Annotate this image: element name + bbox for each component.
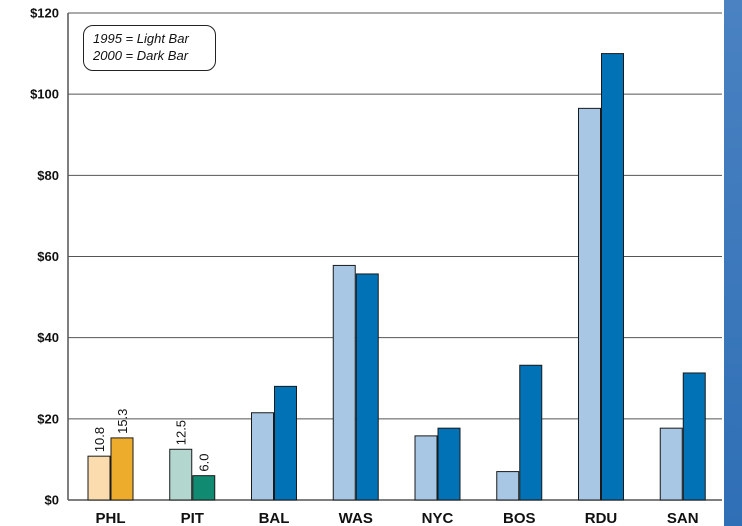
y-tick-label: $100 — [30, 87, 59, 102]
y-tick-label: $60 — [37, 249, 59, 264]
bar-nyc-series-0 — [414, 435, 438, 501]
x-tick-label-rdu: RDU — [585, 510, 618, 526]
y-tick-label: $20 — [37, 411, 59, 426]
bar-san-series-1 — [682, 372, 706, 501]
bar-nyc-series-1 — [437, 427, 461, 501]
bar-was-series-0 — [332, 264, 356, 501]
x-tick-label-phl: PHL — [96, 510, 126, 526]
y-tick-label: $0 — [45, 493, 59, 508]
bar-san-series-0 — [659, 427, 683, 501]
bar-was-series-1 — [355, 273, 379, 501]
x-tick-label-san: SAN — [667, 510, 699, 526]
bar-phl-series-1 — [110, 437, 134, 501]
bar-pit-series-0 — [169, 448, 193, 501]
x-tick-label-bos: BOS — [503, 510, 536, 526]
x-tick-label-was: WAS — [339, 510, 373, 526]
bar-bal-series-0 — [251, 412, 274, 501]
bar-pit-series-1 — [192, 475, 216, 501]
bar-bos-series-0 — [496, 471, 520, 501]
x-tick-label-bal: BAL — [259, 510, 290, 526]
data-label: 10.8 — [92, 427, 107, 452]
y-tick-label: $80 — [37, 168, 59, 183]
side-decoration-strip — [724, 0, 742, 526]
x-tick-label-pit: PIT — [181, 510, 204, 526]
legend-line-dark: 2000 = Dark Bar — [93, 48, 189, 63]
legend: 1995 = Light Bar 2000 = Dark Bar — [83, 25, 216, 71]
data-label: 15.3 — [115, 409, 130, 434]
legend-line-light: 1995 = Light Bar — [93, 31, 189, 46]
x-tick-label-nyc: NYC — [422, 510, 454, 526]
bar-bal-series-1 — [274, 385, 297, 501]
y-tick-label: $120 — [30, 6, 59, 21]
bar-phl-series-0 — [87, 455, 111, 501]
y-tick-label: $40 — [37, 330, 59, 345]
bar-bos-series-1 — [519, 364, 543, 501]
bar-rdu-series-0 — [578, 107, 601, 501]
bar-rdu-series-1 — [601, 53, 624, 501]
data-label: 6.0 — [197, 454, 212, 472]
data-label: 12.5 — [174, 420, 189, 445]
